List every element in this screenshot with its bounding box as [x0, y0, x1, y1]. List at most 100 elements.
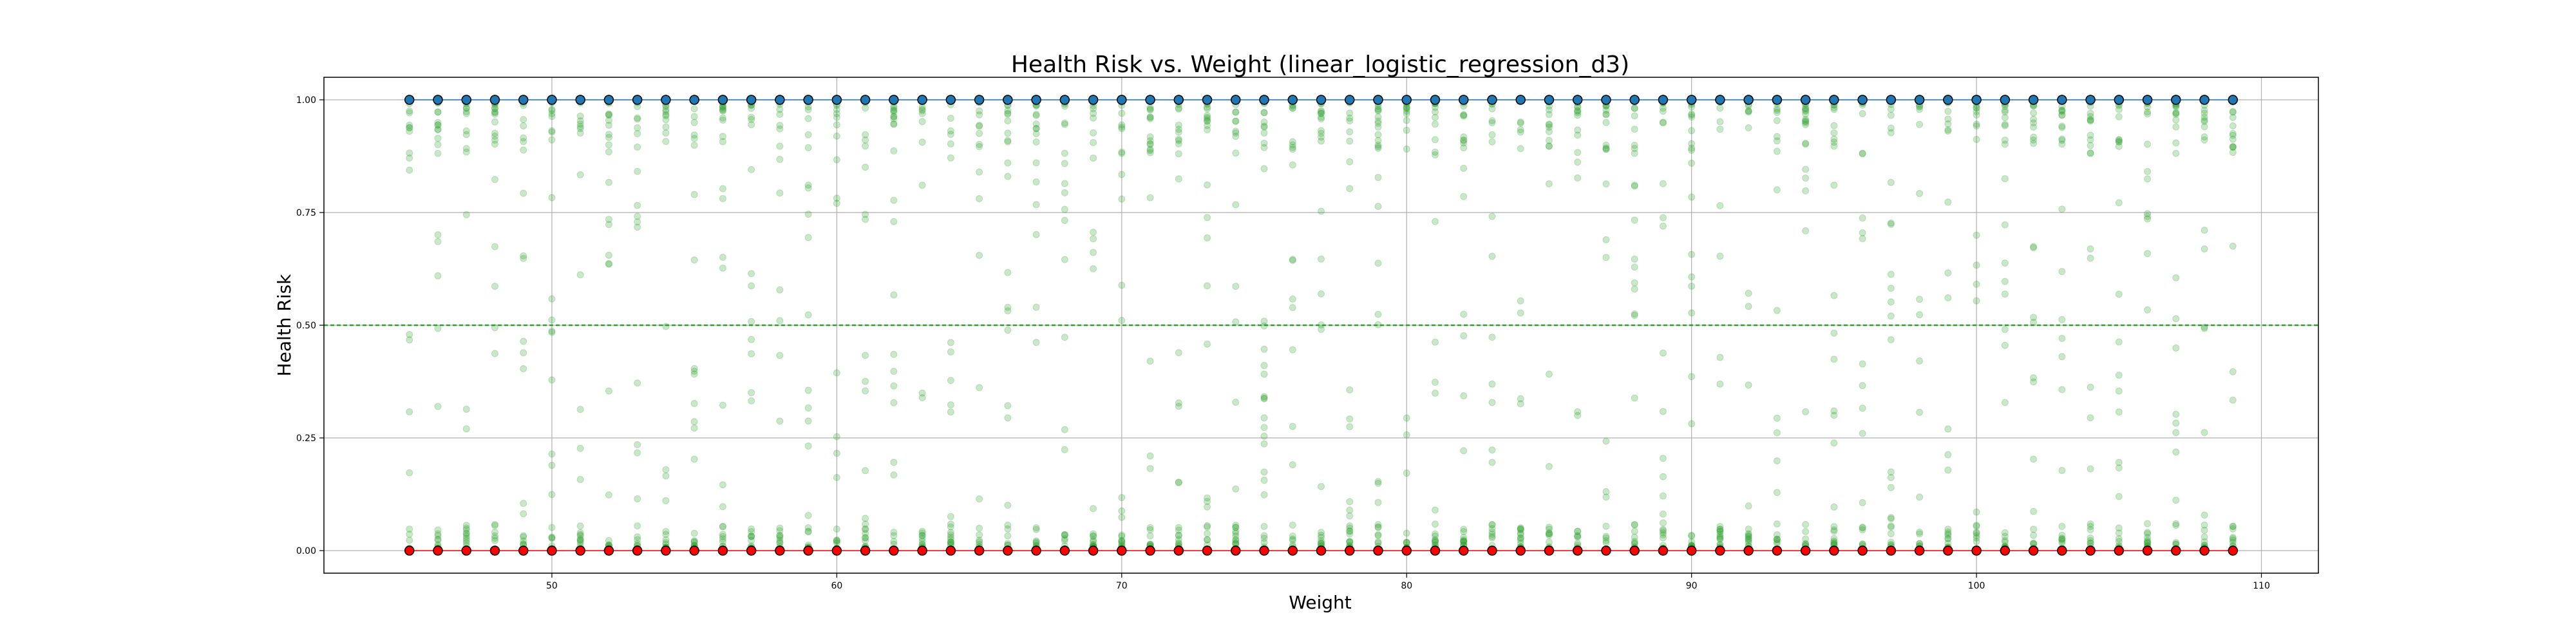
predicted-probability-point: [804, 184, 812, 192]
predicted-probability-point: [1545, 120, 1553, 128]
predicted-probability-point: [1232, 318, 1240, 326]
predicted-probability-point: [406, 109, 413, 117]
predicted-probability-point: [1032, 120, 1040, 128]
predicted-probability-point: [1061, 189, 1068, 196]
predicted-probability-point: [491, 282, 498, 290]
predicted-probability-point: [776, 125, 784, 133]
predicted-probability-point: [690, 368, 698, 375]
predicted-probability-point: [1346, 386, 1354, 393]
predicted-probability-point: [1887, 219, 1895, 227]
predicted-probability-point: [1318, 537, 1325, 545]
actual-positive-point: [1316, 95, 1327, 105]
predicted-probability-point: [1204, 181, 1211, 189]
predicted-probability-point: [662, 323, 670, 330]
actual-positive-point: [974, 95, 985, 105]
predicted-probability-point: [1175, 140, 1182, 147]
predicted-probability-point: [2058, 268, 2066, 276]
predicted-probability-point: [1032, 159, 1040, 167]
predicted-probability-point: [2229, 396, 2237, 404]
predicted-probability-point: [890, 147, 898, 155]
predicted-probability-point: [520, 134, 527, 142]
predicted-probability-point: [2172, 274, 2180, 281]
predicted-probability-point: [1602, 111, 1610, 118]
predicted-probability-point: [1318, 325, 1325, 333]
predicted-probability-point: [1146, 115, 1154, 122]
predicted-probability-point: [462, 522, 470, 529]
actual-negative-point: [2085, 545, 2096, 556]
predicted-probability-point: [1916, 296, 1924, 303]
predicted-probability-point: [1061, 149, 1068, 157]
predicted-probability-point: [804, 234, 812, 242]
predicted-probability-point: [2229, 113, 2237, 121]
predicted-probability-point: [776, 534, 784, 542]
predicted-probability-point: [1859, 524, 1866, 532]
predicted-probability-point: [1716, 527, 1724, 535]
predicted-probability-point: [748, 113, 755, 121]
predicted-probability-point: [1688, 309, 1696, 317]
predicted-probability-point: [1716, 526, 1724, 533]
predicted-probability-point: [2144, 140, 2152, 148]
predicted-probability-point: [1175, 349, 1182, 357]
predicted-probability-point: [918, 103, 926, 111]
predicted-probability-point: [2172, 109, 2180, 117]
predicted-probability-point: [1488, 533, 1496, 540]
actual-negative-point: [1943, 545, 1953, 556]
predicted-probability-point: [491, 132, 498, 140]
actual-negative-point: [1003, 545, 1013, 556]
predicted-probability-point: [690, 131, 698, 139]
predicted-probability-point: [776, 106, 784, 113]
predicted-probability-point: [1659, 519, 1667, 527]
predicted-probability-point: [462, 145, 470, 153]
predicted-probability-point: [1204, 234, 1211, 242]
predicted-probability-point: [434, 126, 442, 133]
predicted-probability-point: [1260, 393, 1268, 401]
predicted-probability-point: [1431, 136, 1439, 144]
predicted-probability-point: [548, 128, 556, 136]
predicted-probability-point: [833, 121, 840, 129]
predicted-probability-point: [947, 538, 954, 546]
predicted-probability-point: [1460, 447, 1468, 455]
predicted-probability-point: [491, 522, 498, 529]
actual-negative-point: [433, 545, 443, 556]
predicted-probability-point: [1716, 532, 1724, 540]
predicted-probability-point: [776, 142, 784, 150]
predicted-probability-point: [1090, 105, 1097, 113]
predicted-probability-point: [1431, 538, 1439, 545]
predicted-probability-point: [634, 223, 641, 231]
predicted-probability-point: [947, 513, 954, 520]
actual-positive-point: [1800, 95, 1811, 105]
predicted-probability-point: [1574, 527, 1582, 535]
predicted-probability-point: [1517, 118, 1524, 126]
predicted-probability-point: [1688, 282, 1696, 290]
predicted-probability-point: [719, 538, 726, 545]
predicted-probability-point: [2144, 538, 2152, 545]
predicted-probability-point: [1374, 260, 1382, 267]
predicted-probability-point: [1659, 104, 1667, 112]
predicted-probability-point: [2229, 144, 2237, 151]
actual-positive-point: [889, 95, 899, 105]
predicted-probability-point: [1146, 140, 1154, 147]
predicted-probability-point: [548, 534, 556, 542]
predicted-probability-point: [1688, 373, 1696, 381]
predicted-probability-point: [1260, 432, 1268, 440]
predicted-probability-point: [947, 127, 954, 135]
predicted-probability-point: [520, 532, 527, 540]
predicted-probability-point: [434, 272, 442, 279]
predicted-probability-point: [1973, 538, 1980, 545]
predicted-probability-point: [1602, 493, 1610, 501]
actual-negative-point: [1601, 545, 1611, 556]
predicted-probability-point: [2030, 243, 2038, 251]
predicted-probability-point: [491, 105, 498, 113]
predicted-probability-point: [1773, 414, 1781, 422]
predicted-probability-point: [434, 402, 442, 410]
predicted-probability-point: [1574, 109, 1582, 117]
predicted-probability-point: [1887, 522, 1895, 530]
predicted-probability-point: [1346, 524, 1354, 532]
predicted-probability-point: [2001, 399, 2009, 406]
predicted-probability-point: [1318, 533, 1325, 541]
predicted-probability-point: [1374, 203, 1382, 211]
predicted-probability-point: [1346, 527, 1354, 535]
predicted-probability-point: [1773, 535, 1781, 543]
predicted-probability-point: [748, 166, 755, 173]
predicted-probability-point: [1745, 124, 1752, 131]
